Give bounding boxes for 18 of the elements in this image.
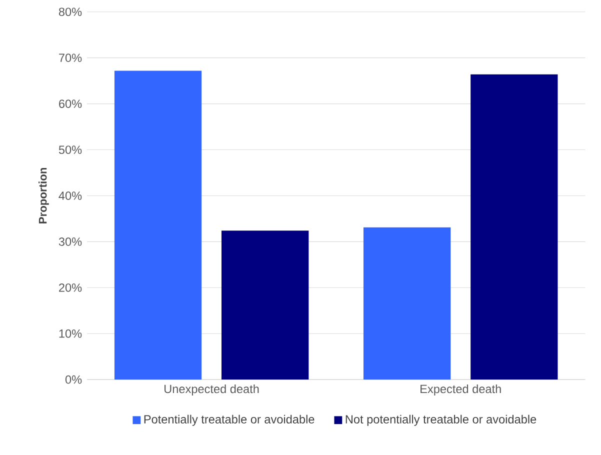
x-tick-label: Expected death: [420, 384, 501, 396]
y-tick-label: 80%: [58, 8, 82, 16]
y-tick-label: 30%: [58, 238, 82, 246]
y-axis-title: Proportion: [38, 168, 49, 224]
bar: [222, 230, 309, 380]
y-tick-label: 10%: [59, 330, 82, 338]
bar: [363, 228, 451, 380]
legend-label: Not potentially treatable or avoidable: [346, 414, 536, 426]
bar: [470, 74, 558, 380]
legend-label: Potentially treatable or avoidable: [144, 414, 314, 426]
y-tick-label: 40%: [58, 192, 82, 200]
y-tick-label: 60%: [59, 100, 82, 108]
y-tick-label: 70%: [59, 54, 82, 62]
y-tick-label: 0%: [65, 376, 82, 384]
y-tick-label: 50%: [58, 146, 82, 154]
y-tick-label: 20%: [59, 284, 82, 292]
bar: [114, 70, 202, 380]
x-tick-label: Unexpected death: [164, 384, 259, 396]
